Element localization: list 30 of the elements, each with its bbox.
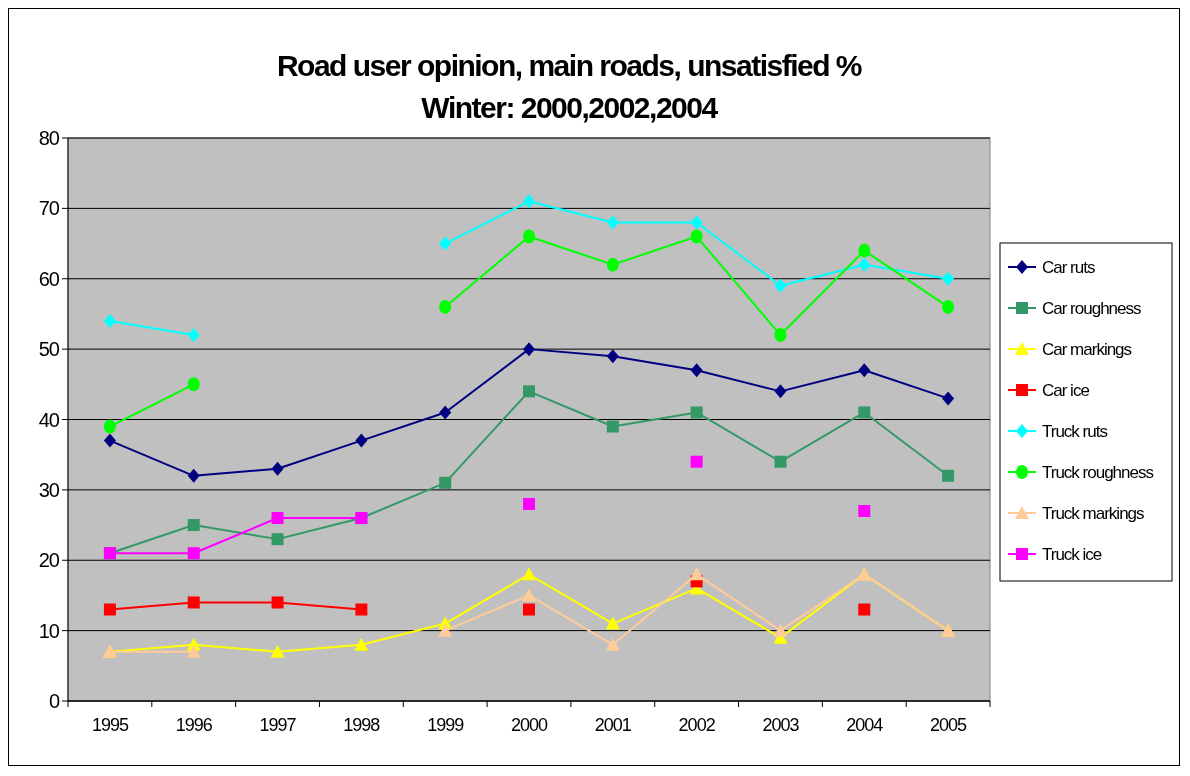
x-tick-label: 2001 — [594, 715, 632, 735]
x-tick-label: 2004 — [846, 715, 884, 735]
y-tick-label: 50 — [38, 338, 60, 361]
legend-label: Car roughness — [1042, 298, 1141, 318]
legend-label: Car markings — [1042, 339, 1132, 359]
x-tick-label: 2005 — [930, 715, 968, 735]
x-tick-label: 1995 — [91, 715, 129, 735]
legend-label: Car ruts — [1042, 257, 1095, 277]
y-tick-label: 10 — [38, 619, 60, 642]
legend-label: Truck roughness — [1042, 462, 1154, 482]
x-tick-label: 1997 — [259, 715, 297, 735]
y-tick-label: 30 — [38, 478, 60, 501]
x-tick-label: 2002 — [678, 715, 716, 735]
y-tick-label: 80 — [38, 127, 60, 149]
legend-label: Truck ice — [1042, 544, 1102, 564]
x-tick-label: 1999 — [427, 715, 465, 735]
legend-label: Truck ruts — [1042, 421, 1108, 441]
chart-subtitle: Winter: 2000,2002,2004 — [421, 91, 719, 124]
y-tick-label: 20 — [38, 549, 60, 572]
legend-label: Truck markings — [1042, 503, 1145, 523]
x-tick-label: 1998 — [343, 715, 381, 735]
x-tick-label: 2000 — [510, 715, 549, 735]
y-tick-label: 60 — [38, 267, 60, 290]
chart-title: Road user opinion, main roads, unsatisfied % — [276, 49, 862, 82]
legend-label: Car ice — [1042, 380, 1090, 400]
x-tick-label: 1996 — [175, 715, 213, 735]
y-tick-label: 70 — [38, 197, 60, 220]
y-tick-label: 0 — [48, 690, 60, 712]
y-tick-label: 40 — [38, 408, 60, 431]
x-tick-label: 2003 — [762, 715, 800, 735]
